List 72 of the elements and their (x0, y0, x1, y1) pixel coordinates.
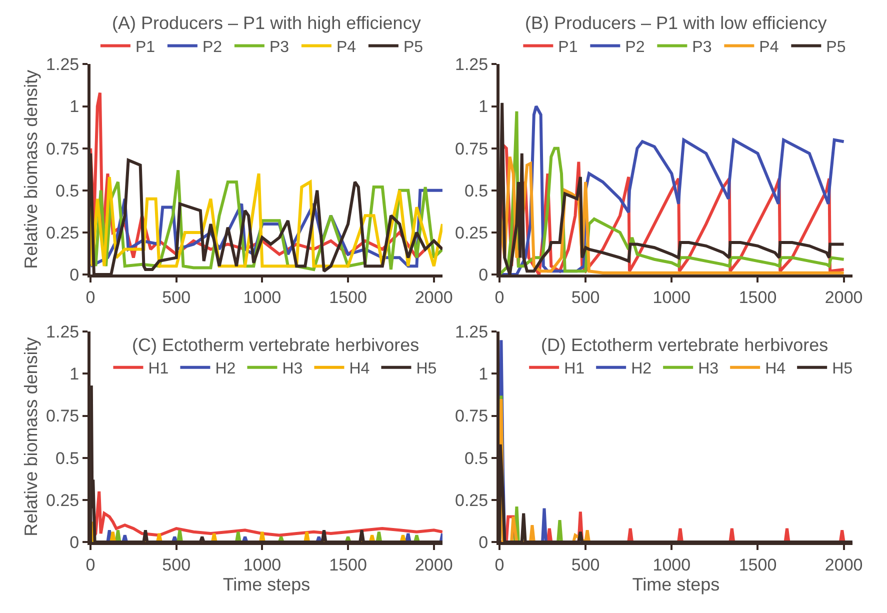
legend-label: P4 (759, 38, 779, 56)
y-tick-label: 0.75 (46, 139, 80, 158)
legend-label: H3 (698, 360, 719, 378)
x-tick-label: 0 (494, 555, 504, 574)
legend-label: P5 (403, 38, 424, 56)
x-tick-label: 2000 (414, 288, 453, 307)
x-axis-title: Time steps (222, 574, 310, 594)
x-tick-label: 1000 (652, 288, 691, 307)
chart-title: (B) Producers – P1 with low efficiency (525, 13, 827, 33)
x-tick-label: 0 (86, 555, 96, 574)
x-tick-label: 0 (494, 288, 504, 307)
y-tick-label: 1.25 (455, 322, 488, 342)
chart-title: (C) Ectotherm vertebrate herbivores (132, 335, 420, 355)
chart-title: (A) Producers – P1 with high efficiency (112, 13, 421, 33)
y-tick-label: 0 (478, 265, 488, 284)
x-tick-label: 500 (571, 555, 600, 574)
x-tick-label: 1500 (738, 288, 777, 307)
x-tick-label: 500 (571, 288, 600, 307)
legend-label: H5 (416, 360, 437, 378)
y-axis-title: Relative biomass density (21, 337, 42, 536)
y-tick-label: 0 (70, 532, 80, 552)
x-tick-label: 1000 (243, 288, 282, 307)
legend-label: H1 (564, 360, 585, 378)
y-tick-label: 0.25 (455, 490, 488, 510)
legend-label: H1 (148, 360, 169, 378)
x-tick-label: 500 (162, 555, 191, 574)
x-tick-label: 1500 (738, 555, 777, 574)
y-tick-label: 0.5 (55, 448, 80, 468)
x-tick-label: 0 (86, 288, 96, 307)
legend-label: P4 (336, 38, 356, 56)
legend-label: P3 (269, 38, 290, 56)
legend-label: P5 (826, 38, 846, 56)
legend-label: P1 (135, 38, 156, 56)
legend-label: H4 (349, 360, 370, 378)
legend-label: P1 (558, 38, 578, 56)
x-tick-label: 2000 (414, 555, 453, 574)
x-tick-label: 2000 (824, 555, 863, 574)
y-tick-label: 0.5 (464, 181, 488, 200)
y-tick-label: 1.25 (46, 55, 80, 74)
y-axis-title: Relative biomass density (21, 70, 42, 269)
y-tick-label: 0 (70, 265, 80, 284)
chart-title: (D) Ectotherm vertebrate herbivores (541, 335, 828, 355)
y-tick-label: 0.5 (55, 181, 80, 200)
y-tick-label: 0.75 (46, 406, 80, 426)
legend-label: P3 (692, 38, 712, 56)
y-tick-label: 1 (478, 97, 488, 116)
x-tick-label: 1500 (329, 555, 367, 574)
legend-label: H3 (282, 360, 303, 378)
legend-label: H2 (215, 360, 236, 378)
y-tick-label: 1.25 (46, 322, 80, 342)
x-tick-label: 1000 (243, 555, 282, 574)
x-tick-label: 1500 (329, 288, 367, 307)
legend-label: H2 (631, 360, 652, 378)
y-tick-label: 0.5 (464, 448, 488, 468)
x-tick-label: 2000 (824, 288, 863, 307)
x-tick-label: 500 (162, 288, 191, 307)
y-tick-label: 1 (70, 97, 80, 116)
y-tick-label: 0.25 (46, 223, 80, 242)
y-tick-label: 1.25 (455, 55, 488, 74)
y-tick-label: 0.25 (46, 490, 80, 510)
legend-label: P2 (202, 38, 222, 56)
legend-label: H5 (832, 360, 853, 378)
y-tick-label: 0 (478, 532, 488, 552)
legend-label: P2 (625, 38, 645, 56)
y-tick-label: 1 (478, 364, 488, 384)
y-tick-label: 0.75 (455, 406, 488, 426)
x-tick-label: 1000 (652, 555, 691, 574)
y-tick-label: 1 (70, 364, 80, 384)
x-axis-title: Time steps (632, 574, 720, 594)
y-tick-label: 0.75 (455, 139, 488, 158)
legend-label: H4 (765, 360, 786, 378)
y-tick-label: 0.25 (455, 223, 488, 242)
